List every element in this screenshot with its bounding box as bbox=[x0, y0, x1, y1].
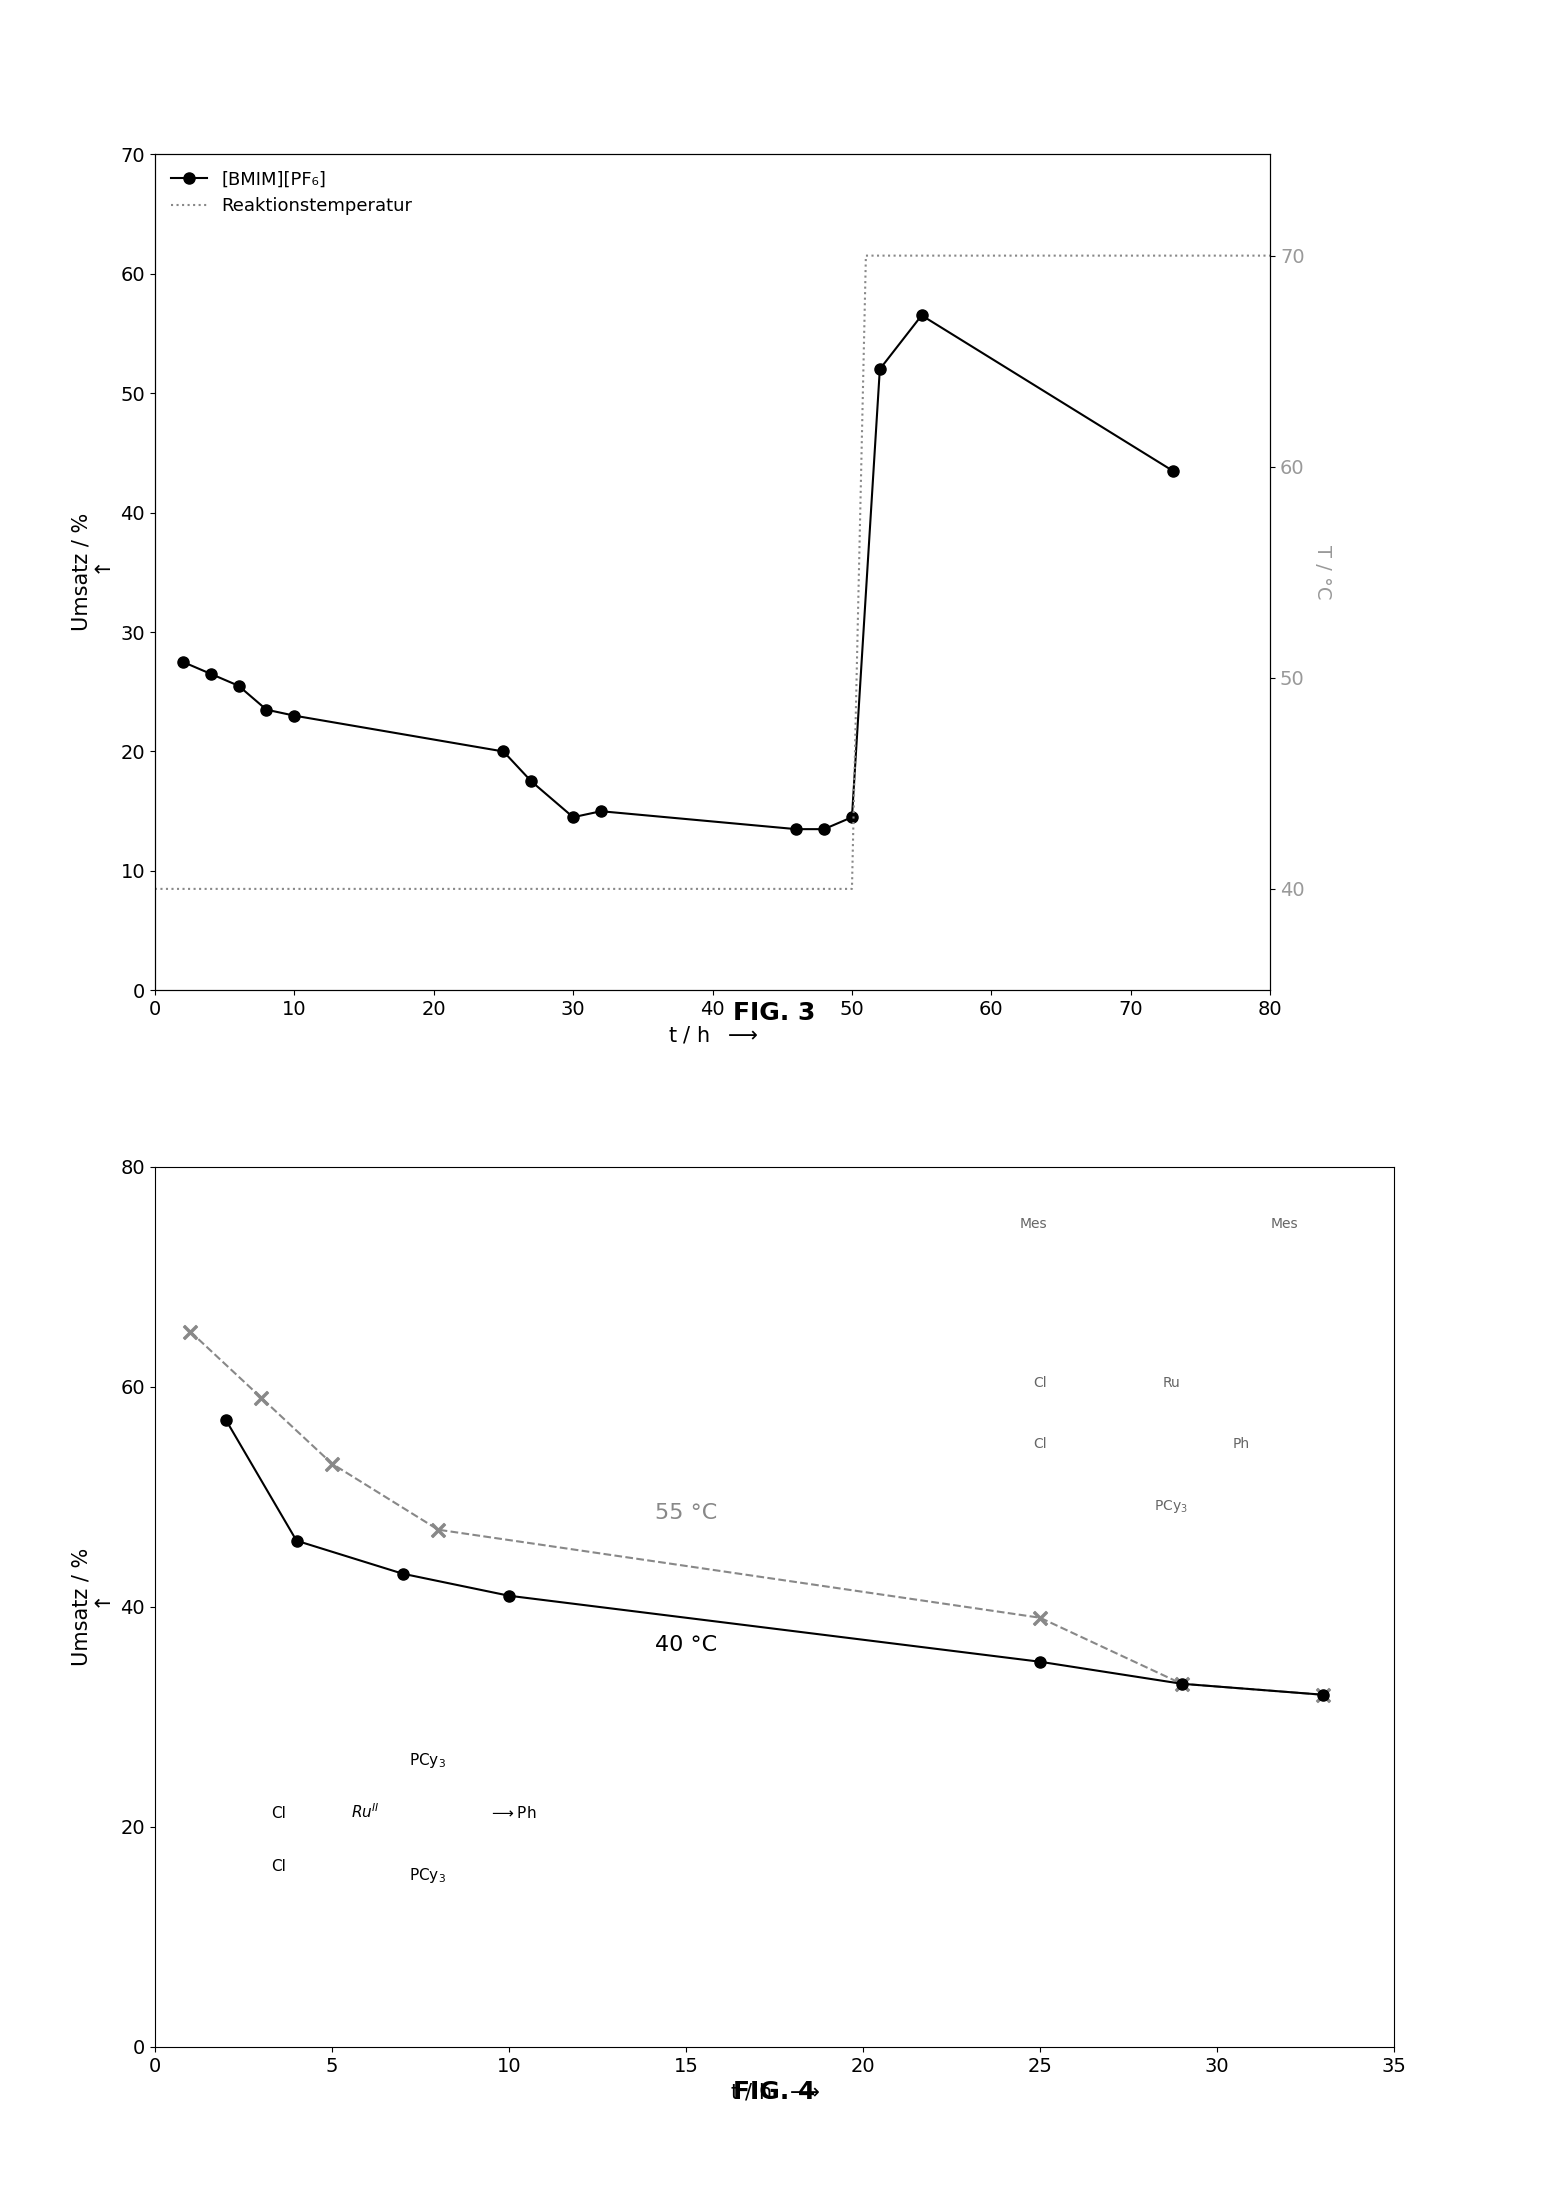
Text: FIG. 4: FIG. 4 bbox=[733, 2080, 816, 2104]
Text: Mes: Mes bbox=[1270, 1217, 1298, 1230]
Text: Ru: Ru bbox=[1162, 1376, 1180, 1389]
Y-axis label: Umsatz / %
$\uparrow$: Umsatz / % $\uparrow$ bbox=[71, 513, 115, 632]
Text: Ph: Ph bbox=[1233, 1437, 1250, 1450]
Text: PCy$_3$: PCy$_3$ bbox=[409, 1752, 446, 1770]
Legend: [BMIM][PF₆], Reaktionstemperatur: [BMIM][PF₆], Reaktionstemperatur bbox=[164, 163, 420, 222]
Text: Cl: Cl bbox=[271, 1860, 287, 1873]
Text: 55 °C: 55 °C bbox=[655, 1503, 717, 1523]
Text: Cl: Cl bbox=[1033, 1376, 1047, 1389]
X-axis label: t / h  $\longrightarrow$: t / h $\longrightarrow$ bbox=[730, 2082, 819, 2102]
Y-axis label: T / °C: T / °C bbox=[1314, 546, 1332, 599]
X-axis label: t / h  $\longrightarrow$: t / h $\longrightarrow$ bbox=[668, 1026, 757, 1045]
Text: Cl: Cl bbox=[1033, 1437, 1047, 1450]
Text: PCy$_3$: PCy$_3$ bbox=[409, 1866, 446, 1884]
Text: $\longrightarrow$Ph: $\longrightarrow$Ph bbox=[489, 1805, 538, 1820]
Text: 40 °C: 40 °C bbox=[655, 1635, 717, 1655]
Text: FIG. 3: FIG. 3 bbox=[733, 1001, 816, 1026]
Text: Cl: Cl bbox=[271, 1807, 287, 1820]
Text: Mes: Mes bbox=[1019, 1217, 1047, 1230]
Text: Ru$^{II}$: Ru$^{II}$ bbox=[352, 1803, 380, 1820]
Text: PCy$_3$: PCy$_3$ bbox=[1154, 1499, 1188, 1514]
Y-axis label: Umsatz / %
$\uparrow$: Umsatz / % $\uparrow$ bbox=[71, 1547, 115, 1666]
